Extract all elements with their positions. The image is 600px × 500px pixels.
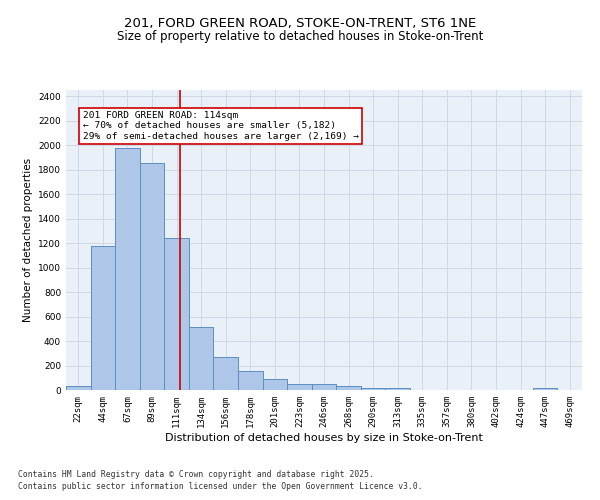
Bar xyxy=(361,388,385,390)
Text: 201, FORD GREEN ROAD, STOKE-ON-TRENT, ST6 1NE: 201, FORD GREEN ROAD, STOKE-ON-TRENT, ST… xyxy=(124,18,476,30)
Bar xyxy=(287,384,312,390)
Text: Size of property relative to detached houses in Stoke-on-Trent: Size of property relative to detached ho… xyxy=(117,30,483,43)
Text: 201 FORD GREEN ROAD: 114sqm
← 70% of detached houses are smaller (5,182)
29% of : 201 FORD GREEN ROAD: 114sqm ← 70% of det… xyxy=(83,111,359,140)
Bar xyxy=(214,357,238,390)
Bar xyxy=(66,386,91,390)
Text: Contains public sector information licensed under the Open Government Licence v3: Contains public sector information licen… xyxy=(18,482,422,491)
Bar xyxy=(189,327,214,390)
Bar xyxy=(115,148,140,390)
Bar xyxy=(263,379,287,390)
Bar xyxy=(238,371,263,390)
Bar xyxy=(336,386,361,390)
Bar xyxy=(164,238,189,390)
Bar xyxy=(385,388,410,390)
Bar xyxy=(533,388,557,390)
Bar xyxy=(140,164,164,390)
Y-axis label: Number of detached properties: Number of detached properties xyxy=(23,158,32,322)
Bar xyxy=(312,384,336,390)
Text: Contains HM Land Registry data © Crown copyright and database right 2025.: Contains HM Land Registry data © Crown c… xyxy=(18,470,374,479)
X-axis label: Distribution of detached houses by size in Stoke-on-Trent: Distribution of detached houses by size … xyxy=(165,432,483,442)
Bar xyxy=(91,246,115,390)
